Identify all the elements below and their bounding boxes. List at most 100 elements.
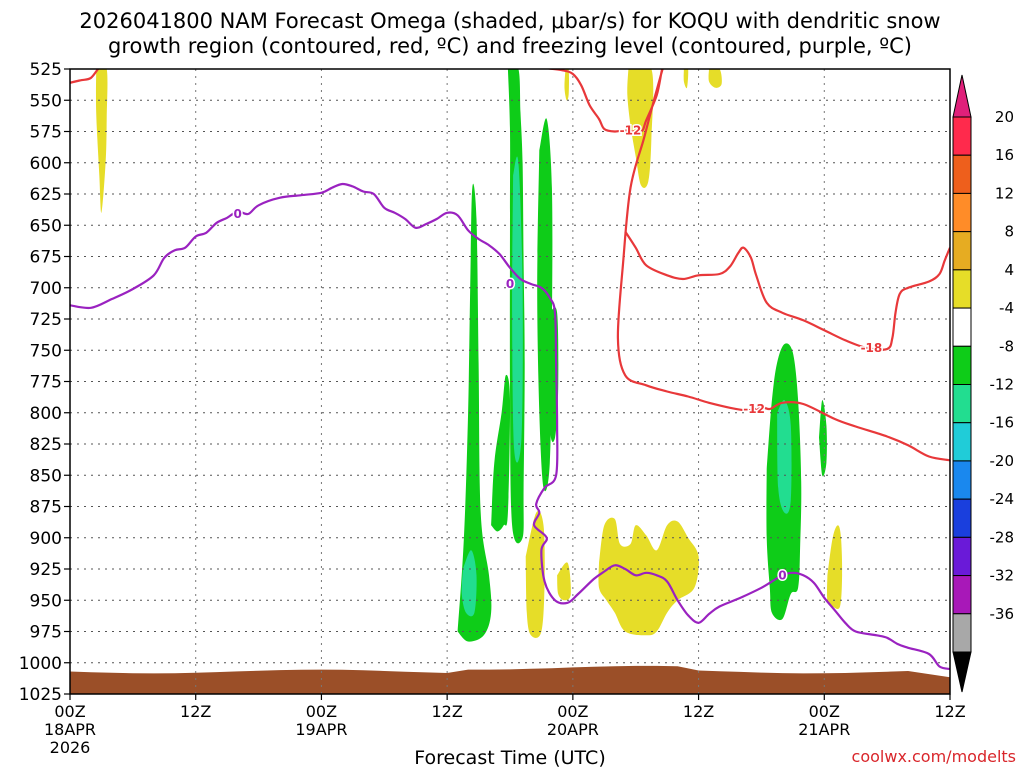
colorbar-swatch bbox=[952, 269, 972, 309]
colorbar-label: 20 bbox=[995, 108, 1014, 126]
omega-shade-region bbox=[683, 69, 689, 89]
y-tick-label: 675 bbox=[30, 248, 62, 268]
y-tick-label: 550 bbox=[30, 91, 62, 111]
colorbar-label: 4 bbox=[1004, 261, 1014, 279]
colorbar-swatch bbox=[952, 422, 972, 462]
contour-label: 0 bbox=[778, 568, 786, 582]
contour-label: -12 bbox=[743, 402, 765, 416]
y-tick-label: 650 bbox=[30, 216, 62, 236]
colorbar-bottom-arrow bbox=[952, 651, 972, 693]
contour-line bbox=[542, 69, 950, 462]
x-axis-title: Forecast Time (UTC) bbox=[414, 747, 605, 768]
colorbar-label: -16 bbox=[990, 414, 1015, 432]
omega-shade-region bbox=[557, 562, 571, 601]
colorbar-swatch bbox=[952, 231, 972, 271]
omega-shade-region bbox=[708, 69, 722, 88]
colorbar-label: -24 bbox=[990, 490, 1015, 508]
contour-label: 0 bbox=[233, 207, 241, 221]
x-tick-label: 00Z bbox=[809, 702, 840, 721]
omega-shade-region bbox=[777, 400, 792, 514]
omega-shade-region bbox=[598, 517, 699, 636]
y-tick-label: 800 bbox=[30, 404, 62, 424]
omega-shade-region bbox=[457, 183, 492, 642]
colorbar-swatch bbox=[952, 307, 972, 347]
colorbar-label: 12 bbox=[995, 184, 1014, 202]
contour-line bbox=[70, 69, 100, 84]
y-tick-label: 725 bbox=[30, 310, 62, 330]
y-tick-label: 600 bbox=[30, 154, 62, 174]
colorbar-label: -20 bbox=[990, 452, 1015, 470]
colorbar-label: -8 bbox=[999, 337, 1014, 355]
colorbar-top-arrow bbox=[952, 74, 972, 118]
colorbar-swatch bbox=[952, 536, 972, 577]
omega-shade-region bbox=[95, 69, 108, 213]
colorbar-label: 16 bbox=[995, 146, 1014, 164]
colorbar-label: -12 bbox=[990, 376, 1015, 394]
colorbar-swatch bbox=[952, 384, 972, 424]
terrain-fill bbox=[70, 665, 950, 694]
y-tick-label: 950 bbox=[30, 591, 62, 611]
colorbar-swatch bbox=[952, 192, 972, 233]
colorbar-swatch bbox=[952, 116, 972, 156]
contour-label: -12 bbox=[620, 123, 642, 137]
x-date-label: 21APR bbox=[798, 720, 850, 739]
contour-label: 0 bbox=[506, 277, 514, 291]
x-year-label: 2026 bbox=[50, 738, 91, 757]
colorbar-label: -36 bbox=[990, 605, 1015, 623]
credit-text: coolwx.com/modelts bbox=[852, 747, 1016, 766]
contour-label: -18 bbox=[861, 341, 883, 355]
omega-shading bbox=[95, 69, 843, 642]
omega-shade-region bbox=[827, 525, 843, 610]
omega-shade-region bbox=[491, 374, 511, 532]
colorbar-swatch bbox=[952, 460, 972, 500]
y-tick-label: 875 bbox=[30, 498, 62, 518]
colorbar-label: 8 bbox=[1004, 223, 1014, 241]
colorbar-swatch bbox=[952, 345, 972, 385]
y-tick-label: 975 bbox=[30, 623, 62, 643]
omega-shade-region bbox=[564, 69, 569, 101]
y-tick-label: 1025 bbox=[19, 685, 62, 705]
x-tick-label: 00Z bbox=[557, 702, 588, 721]
omega-shade-region bbox=[512, 156, 523, 463]
plot-area bbox=[69, 68, 951, 695]
y-tick-label: 1000 bbox=[19, 654, 62, 674]
contour-line bbox=[624, 230, 950, 351]
y-tick-label: 925 bbox=[30, 560, 62, 580]
x-tick-label: 12Z bbox=[180, 702, 211, 721]
x-tick-label: 12Z bbox=[934, 702, 965, 721]
x-tick-label: 12Z bbox=[431, 702, 462, 721]
y-tick-label: 750 bbox=[30, 341, 62, 361]
y-axis: 525 550 575 600 625 650 675 700 725 750 775 800 825 8… bbox=[19, 60, 70, 705]
omega-shade-region bbox=[525, 510, 545, 638]
chart-title-line-2: growth region (contoured, red, ºC) and f… bbox=[108, 34, 912, 58]
y-tick-label: 775 bbox=[30, 373, 62, 393]
omega-shade-region bbox=[537, 118, 553, 492]
y-tick-label: 625 bbox=[30, 185, 62, 205]
y-tick-label: 575 bbox=[30, 123, 62, 143]
x-tick-label: 00Z bbox=[306, 702, 337, 721]
omega-shade-region bbox=[461, 550, 477, 617]
colorbar-swatch bbox=[952, 498, 972, 538]
x-tick-label: 12Z bbox=[683, 702, 714, 721]
colorbar-swatch bbox=[952, 154, 972, 194]
colorbar-swatch bbox=[952, 613, 972, 653]
terrain-surface bbox=[70, 665, 950, 694]
colorbar-label: -32 bbox=[990, 567, 1015, 585]
chart-title-line-1: 2026041800 NAM Forecast Omega (shaded, μ… bbox=[79, 9, 940, 33]
colorbar-legend: 20 16 12 8 4 -4 -8 -12 -16 -20 -24 -28 -32 -36 bbox=[952, 74, 1015, 693]
contour-lines bbox=[70, 69, 950, 671]
y-tick-label: 525 bbox=[30, 60, 62, 80]
x-date-label: 20APR bbox=[547, 720, 599, 739]
y-tick-label: 825 bbox=[30, 435, 62, 455]
contour-line bbox=[70, 182, 950, 671]
colorbar-label: -4 bbox=[999, 299, 1014, 317]
x-date-label: 19APR bbox=[295, 720, 347, 739]
x-tick-label: 00Z bbox=[54, 702, 85, 721]
x-date-label: 18APR bbox=[44, 720, 96, 739]
y-tick-label: 850 bbox=[30, 466, 62, 486]
omega-shade-region bbox=[627, 69, 654, 188]
omega-shade-region bbox=[819, 400, 827, 477]
y-tick-label: 900 bbox=[30, 529, 62, 549]
